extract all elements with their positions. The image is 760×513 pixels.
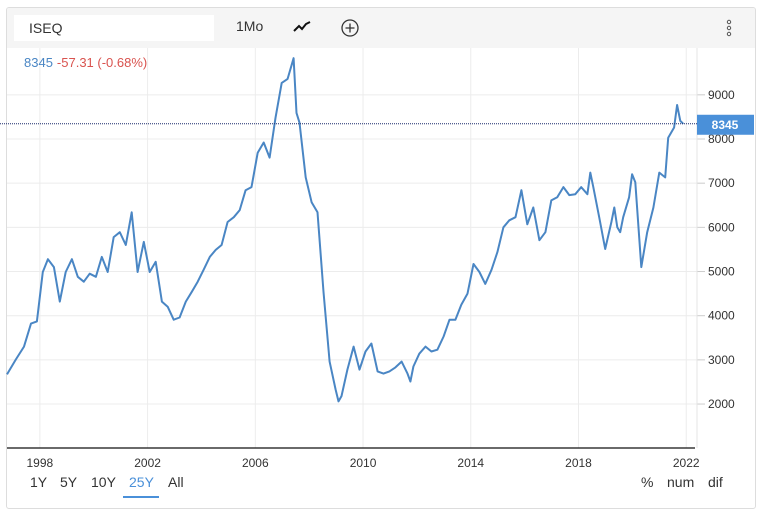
range-1y[interactable]: 1Y: [30, 474, 48, 490]
toolbar: ISEQ 1Mo: [7, 8, 755, 48]
y-tick-label: 3000: [708, 353, 735, 367]
price-change: -57.31 (-0.68%): [56, 55, 148, 70]
y-tick-label: 9000: [708, 88, 735, 102]
plus-circle-icon[interactable]: [340, 18, 360, 41]
x-tick-label: 1998: [27, 456, 54, 470]
chart-widget: ISEQ 1Mo: [6, 7, 756, 509]
x-tick-label: 2014: [457, 456, 484, 470]
last-price-badge: [697, 114, 754, 135]
y-tick-label: 2000: [708, 397, 735, 411]
range-all[interactable]: All: [168, 474, 184, 490]
y-tick-label: 6000: [708, 220, 735, 234]
y-tick-label: 4000: [708, 309, 735, 323]
quote: 8345 -57.31 (-0.68%): [24, 55, 147, 70]
x-tick-label: 2002: [134, 456, 161, 470]
y-tick-label: 8000: [708, 132, 735, 146]
mode-percent[interactable]: %: [641, 474, 654, 490]
last-price: 8345: [24, 55, 53, 70]
x-tick-label: 2022: [673, 456, 700, 470]
last-price-label: 8345: [712, 118, 739, 132]
x-tick-label: 2010: [350, 456, 377, 470]
mode-num[interactable]: num: [667, 474, 695, 490]
range-5y[interactable]: 5Y: [60, 474, 78, 490]
range-25y[interactable]: 25Y: [123, 474, 159, 498]
series-line: [6, 57, 684, 403]
interval-button[interactable]: 1Mo: [236, 18, 264, 34]
x-tick-label: 2006: [242, 456, 269, 470]
range-10y[interactable]: 10Y: [91, 474, 116, 490]
vertical-dots-icon[interactable]: [724, 19, 734, 42]
x-tick-label: 2018: [565, 456, 592, 470]
mode-dif[interactable]: dif: [708, 474, 723, 490]
y-tick-label: 7000: [708, 176, 735, 190]
y-tick-label: 5000: [708, 265, 735, 279]
symbol-input[interactable]: ISEQ: [14, 15, 214, 41]
line-chart-icon[interactable]: [292, 19, 312, 38]
